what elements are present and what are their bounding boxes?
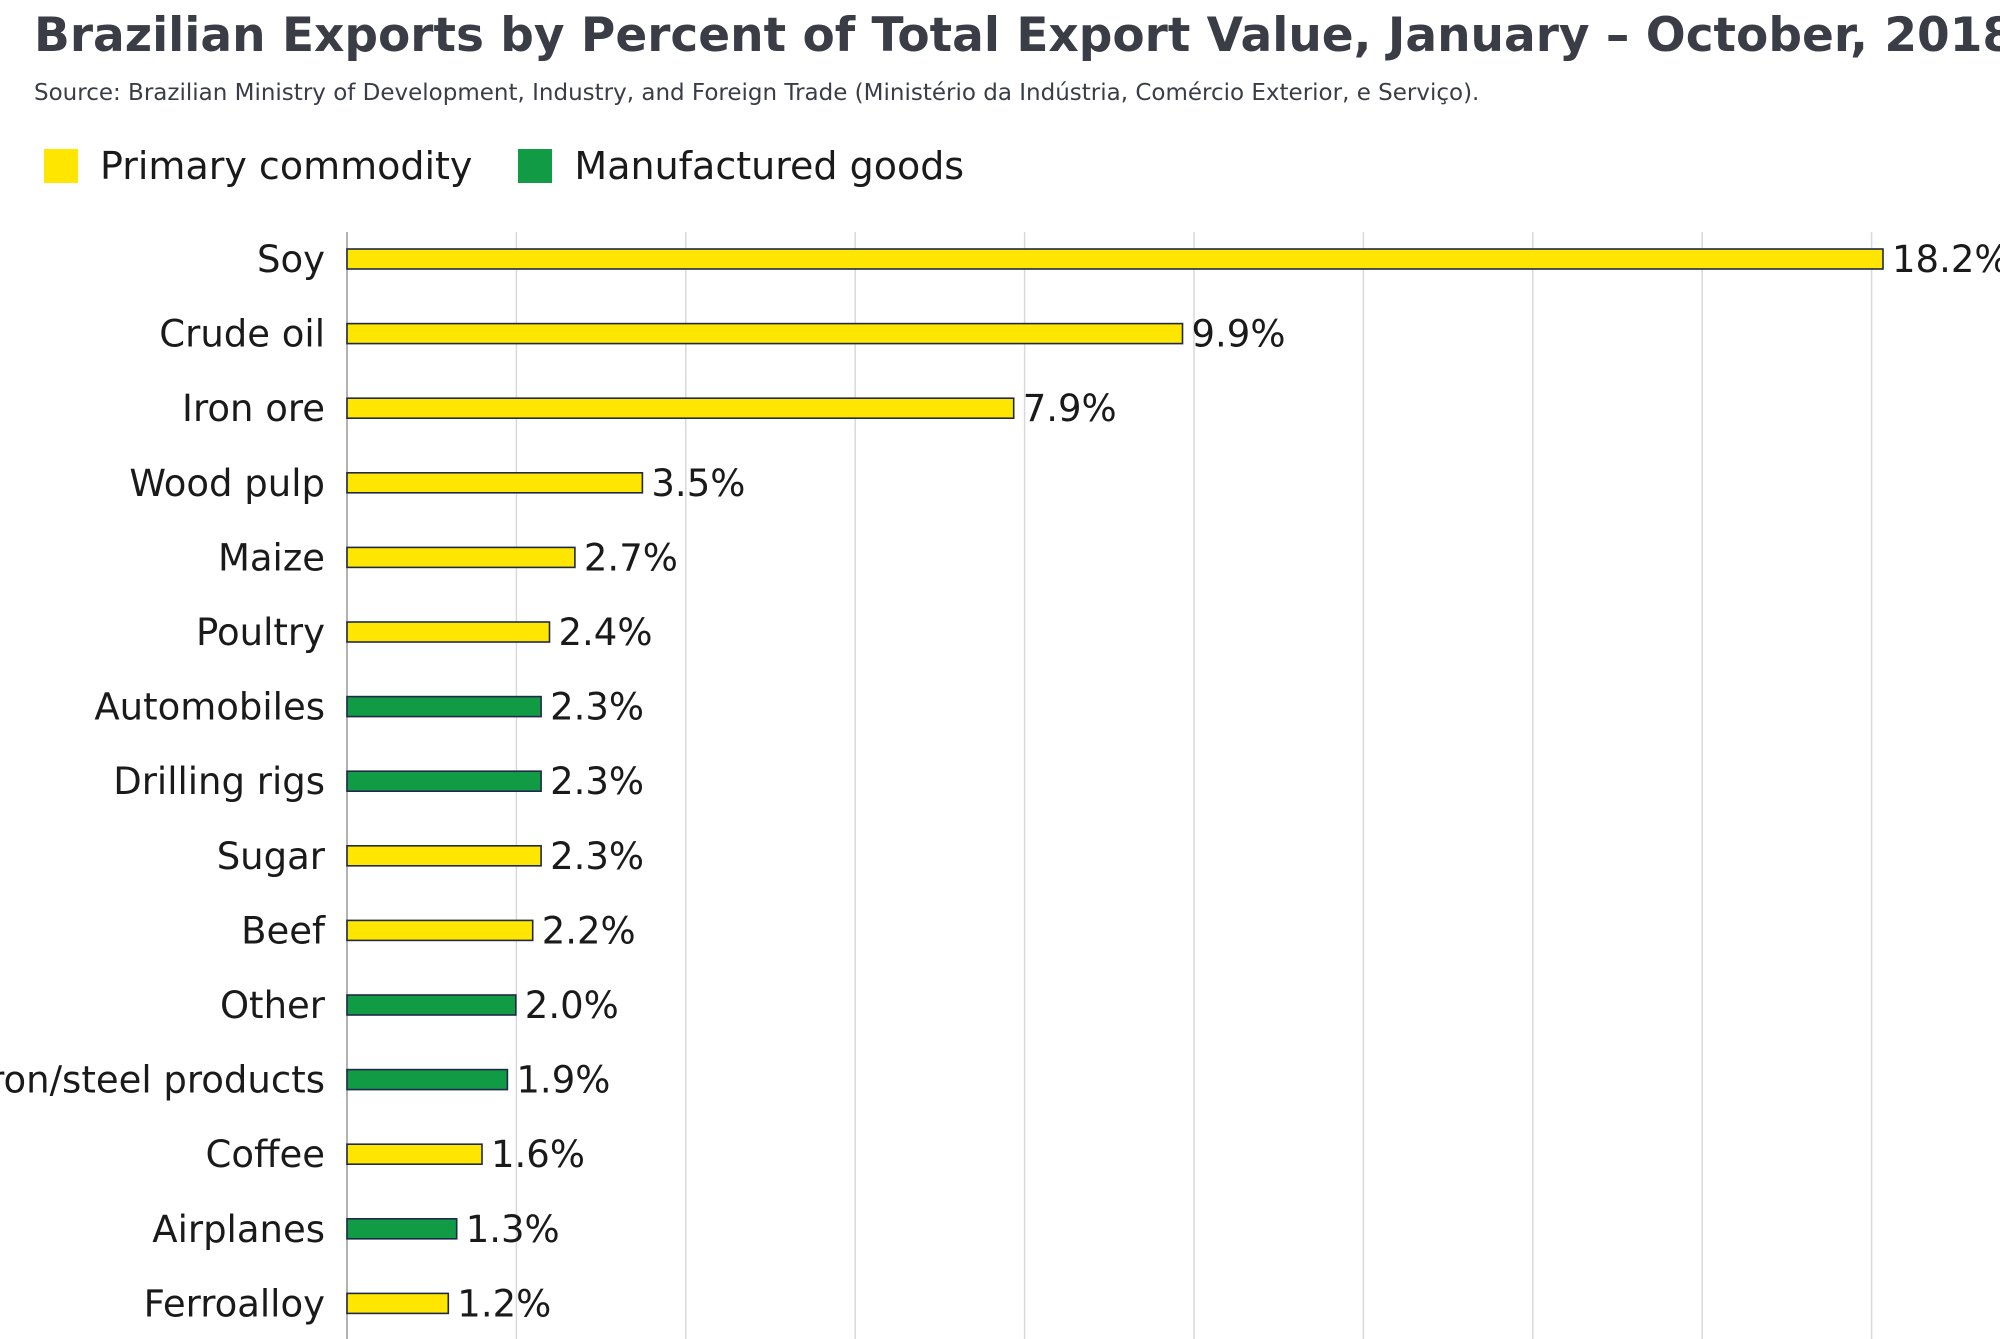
chart-title: Brazilian Exports by Percent of Total Ex…	[34, 8, 2000, 63]
category-label-sugar: Sugar	[217, 835, 326, 878]
chart-subtitle: Source: Brazilian Ministry of Developmen…	[34, 80, 1480, 106]
bar-other	[346, 994, 517, 1016]
category-label-airplanes: Airplanes	[152, 1208, 325, 1251]
value-label-iron-steel-products: 1.9%	[516, 1059, 610, 1102]
legend-swatch-manufactured-goods	[518, 149, 553, 183]
value-label-ferroalloy: 1.2%	[457, 1282, 551, 1325]
bar-airplanes	[346, 1218, 458, 1240]
legend-item-primary-commodity: Primary commodity	[44, 144, 472, 188]
value-label-soy: 18.2%	[1892, 238, 2000, 281]
bar-wood-pulp	[346, 471, 644, 494]
category-label-crude-oil: Crude oil	[159, 313, 325, 356]
value-label-crude-oil: 9.9%	[1192, 313, 1286, 356]
category-label-other: Other	[220, 984, 326, 1027]
bar-iron-steel-products	[346, 1068, 509, 1091]
category-label-maize: Maize	[218, 536, 325, 579]
value-label-iron-ore: 7.9%	[1023, 387, 1117, 430]
category-label-iron-ore: Iron ore	[182, 387, 325, 430]
category-label-wood-pulp: Wood pulp	[129, 462, 325, 505]
category-label-beef: Beef	[241, 909, 326, 952]
value-label-beef: 2.2%	[542, 909, 636, 952]
bar-sugar	[346, 844, 542, 867]
category-label-ferroalloy: Ferroalloy	[144, 1282, 325, 1325]
bar-ferroalloy	[346, 1292, 450, 1315]
bar-soy	[346, 248, 1884, 270]
value-label-automobiles: 2.3%	[550, 686, 644, 729]
bar-crude-oil	[346, 322, 1184, 345]
value-label-other: 2.0%	[525, 984, 619, 1027]
bar-drilling-rigs	[346, 770, 542, 793]
value-label-airplanes: 1.3%	[466, 1208, 560, 1251]
category-label-soy: Soy	[257, 238, 325, 281]
bar-poultry	[346, 621, 551, 643]
legend-item-manufactured-goods: Manufactured goods	[518, 144, 964, 188]
value-label-wood-pulp: 3.5%	[651, 462, 745, 505]
value-label-poultry: 2.4%	[559, 611, 653, 654]
bar-automobiles	[346, 695, 542, 718]
category-label-automobiles: Automobiles	[94, 686, 325, 729]
category-label-drilling-rigs: Drilling rigs	[113, 760, 325, 803]
category-label-coffee: Coffee	[206, 1133, 326, 1176]
legend: Primary commodity Manufactured goods	[44, 136, 1010, 196]
legend-label-primary-commodity: Primary commodity	[100, 144, 473, 188]
legend-swatch-primary-commodity	[44, 149, 78, 183]
value-label-maize: 2.7%	[584, 536, 678, 579]
category-label-iron-steel-products: Iron/steel products	[0, 1059, 325, 1102]
value-label-sugar: 2.3%	[550, 835, 644, 878]
bar-maize	[346, 546, 576, 569]
value-label-drilling-rigs: 2.3%	[550, 760, 644, 803]
value-label-coffee: 1.6%	[491, 1133, 585, 1176]
category-label-poultry: Poultry	[196, 611, 325, 654]
bar-beef	[346, 919, 534, 942]
bar-coffee	[346, 1143, 483, 1165]
legend-label-manufactured-goods: Manufactured goods	[574, 144, 965, 188]
bar-iron-ore	[346, 397, 1015, 420]
